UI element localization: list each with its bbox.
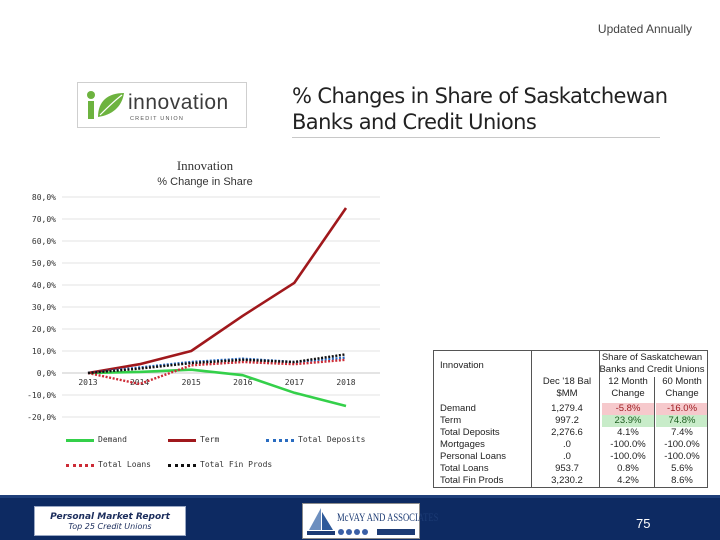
table-cell-balance: 997.2 xyxy=(555,415,579,426)
table-cell-12m: -100.0% xyxy=(610,439,646,450)
report-subtitle: Top 25 Credit Unions xyxy=(68,522,152,531)
y-tick-label: 60,0% xyxy=(32,237,56,246)
y-tick-label: 50,0% xyxy=(32,259,56,268)
legend-swatch xyxy=(66,439,94,442)
logo-subtitle: CREDIT UNION xyxy=(130,116,185,122)
table-cell-60m: 7.4% xyxy=(671,427,693,438)
table-divider-2 xyxy=(599,350,600,488)
chart-subtitle: % Change in Share xyxy=(157,176,253,188)
y-tick-label: -10,0% xyxy=(27,391,56,400)
y-tick-label: 70,0% xyxy=(32,215,56,224)
table-cell-12m: -5.8% xyxy=(602,403,654,415)
table-row-label: Demand xyxy=(440,403,476,414)
table-cell-balance: 3,230.2 xyxy=(551,475,583,486)
legend-swatch xyxy=(168,464,196,467)
table-cell-60m: -16.0% xyxy=(656,403,708,415)
x-tick-label: 2013 xyxy=(78,378,97,387)
table-cell-12m: 0.8% xyxy=(617,463,639,474)
table-divider-1 xyxy=(531,350,532,488)
col-balance-head: Dec '18 Bal $MM xyxy=(536,376,598,400)
footer-rule xyxy=(0,495,720,498)
table-row-label: Total Deposits xyxy=(440,427,500,438)
table-row-label: Mortgages xyxy=(440,439,485,450)
page-number: 75 xyxy=(636,516,651,531)
table-cell-60m: 74.8% xyxy=(656,415,708,427)
y-tick-label: 0,0% xyxy=(37,369,56,378)
x-tick-label: 2018 xyxy=(336,378,355,387)
chart-title: Innovation xyxy=(176,158,234,173)
table-col-12m: -5.8% 23.9% 4.1% -100.0% -100.0% 0.8% 4.2% xyxy=(602,403,654,487)
table-cell-balance: 1,279.4 xyxy=(551,403,583,414)
col-balance-head-line1: Dec '18 Bal xyxy=(542,376,592,387)
table-row-label: Term xyxy=(440,415,462,426)
table-cell-12m: -100.0% xyxy=(610,451,646,462)
line-chart: 80,0% 70,0% 60,0% 50,0% 40,0% 30,0% 20,0% 10,0%… xyxy=(27,193,380,422)
table-border-bottom xyxy=(433,487,708,488)
y-tick-label: 40,0% xyxy=(32,281,56,290)
page-title: % Changes in Share of Saskatchewan Banks… xyxy=(292,84,668,134)
table-cell-12m: 4.1% xyxy=(617,427,639,438)
table-cell-balance: 2,276.6 xyxy=(551,427,583,438)
innovation-logo: innovation CREDIT UNION xyxy=(77,82,247,128)
table-entity-name: Innovation xyxy=(440,360,484,371)
series-line-term xyxy=(87,207,348,375)
x-tick-label: 2016 xyxy=(233,378,252,387)
legend-label: Demand xyxy=(98,435,127,444)
report-title: Personal Market Report xyxy=(50,512,170,522)
col-12m-head-line2: Change xyxy=(611,388,645,399)
col-balance-head-line2: $MM xyxy=(556,388,578,399)
x-tick-label: 2017 xyxy=(285,378,304,387)
series-line-total-loans xyxy=(87,358,347,386)
y-tick-label: 80,0% xyxy=(32,193,56,202)
y-tick-label: 20,0% xyxy=(32,325,56,334)
col-60m-head-line2: Change xyxy=(665,388,699,399)
y-tick-label: 30,0% xyxy=(32,303,56,312)
sailboat-icon xyxy=(307,508,335,535)
table-cell-balance: .0 xyxy=(563,451,571,462)
mcvay-logo: McVAY AND ASSOCIATES xyxy=(302,503,438,539)
legend-label: Total Deposits xyxy=(298,435,366,444)
table-share-title: Share of Saskatchewan Banks and Credit U… xyxy=(599,352,705,375)
table-cell-60m: -100.0% xyxy=(664,451,700,462)
updated-note: Updated Annually xyxy=(597,22,692,36)
table-border-right xyxy=(707,350,708,488)
mcvay-name: McVAY AND ASSOCIATES xyxy=(337,510,439,524)
table-cell-12m: 4.2% xyxy=(617,475,639,486)
legend-label: Term xyxy=(200,435,220,444)
table-cell-60m: -100.0% xyxy=(664,439,700,450)
y-tick-label: -20,0% xyxy=(27,413,56,422)
table-row-label: Personal Loans xyxy=(440,451,507,462)
table-cell-60m: 5.6% xyxy=(671,463,693,474)
table-col-balance: 1,279.4 997.2 2,276.6.0.0 953.7 3,230.2 xyxy=(536,403,598,487)
title-divider xyxy=(292,137,660,138)
table-divider-3 xyxy=(654,377,655,488)
col-60m-head-line1: 60 Month xyxy=(662,376,702,387)
legend-swatch xyxy=(266,439,294,442)
table-row-label: Total Fin Prods xyxy=(440,475,504,486)
col-12m-head-line1: 12 Month xyxy=(608,376,648,387)
leaf-icon xyxy=(87,91,124,119)
legend-label: Total Fin Prods xyxy=(200,460,273,469)
legend-label: Total Loans xyxy=(98,460,151,469)
table-cell-balance: 953.7 xyxy=(555,463,579,474)
table-border-left xyxy=(433,350,434,488)
x-tick-label: 2015 xyxy=(182,378,201,387)
x-tick-label: 2014 xyxy=(130,378,149,387)
table-cell-60m: 8.6% xyxy=(671,475,693,486)
logo-wordmark: innovation xyxy=(128,91,229,114)
col-60m-head: 60 Month Change xyxy=(656,376,708,400)
table-cell-12m: 23.9% xyxy=(602,415,654,427)
col-12m-head: 12 Month Change xyxy=(602,376,654,400)
table-cell-balance: .0 xyxy=(563,439,571,450)
dots-decoration xyxy=(338,529,415,535)
table-row-labels: Demand Term Total Deposits Mortgages Persona… xyxy=(440,403,506,487)
table-row-label: Total Loans xyxy=(440,463,489,474)
legend-swatch xyxy=(168,439,196,442)
table-col-60m: -16.0% 74.8% 7.4% -100.0% -100.0% 5.6% 8.6% xyxy=(656,403,708,487)
report-badge: Personal Market Report Top 25 Credit Uni… xyxy=(34,506,186,536)
series-line-demand xyxy=(87,368,347,408)
table-border-top xyxy=(433,350,708,351)
y-tick-label: 10,0% xyxy=(32,347,56,356)
legend-swatch xyxy=(66,464,94,467)
